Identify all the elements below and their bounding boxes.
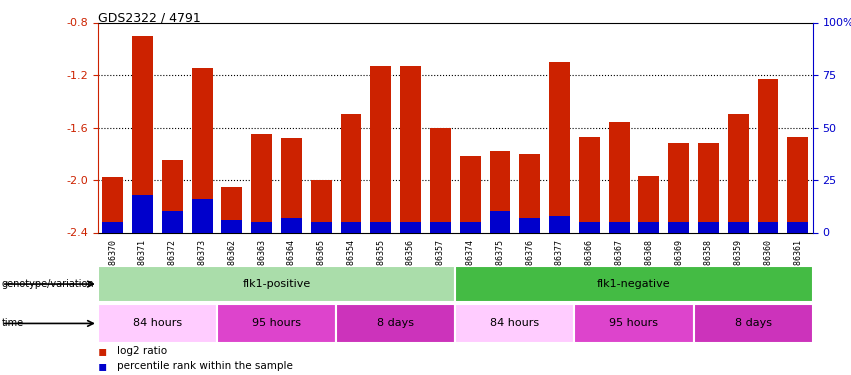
Text: ▪: ▪ [98,358,107,373]
Text: ▪: ▪ [98,344,107,358]
Bar [579,222,600,232]
Text: 8 days: 8 days [734,318,772,328]
Text: GDS2322 / 4791: GDS2322 / 4791 [98,11,201,24]
Bar [455,304,574,343]
Bar [370,222,391,232]
Bar [400,222,421,232]
Text: 8 days: 8 days [377,318,414,328]
Bar [98,266,455,302]
Bar [549,62,570,232]
Bar [281,218,302,232]
Bar [757,79,779,232]
Text: log2 ratio: log2 ratio [117,346,167,355]
Text: genotype/variation: genotype/variation [2,279,94,289]
Text: 95 hours: 95 hours [252,318,301,328]
Text: 84 hours: 84 hours [490,318,540,328]
Bar [340,222,362,232]
Bar [549,216,570,232]
Text: time: time [2,318,24,328]
Bar [162,211,183,232]
Bar [191,68,213,232]
Bar [336,304,455,343]
Bar [489,211,511,232]
Text: 84 hours: 84 hours [133,318,182,328]
Text: percentile rank within the sample: percentile rank within the sample [117,361,293,370]
Bar [668,222,689,232]
Bar [519,154,540,232]
Bar [311,222,332,232]
Bar [132,195,153,232]
Text: flk1-positive: flk1-positive [243,279,311,289]
Bar [370,66,391,232]
Bar [728,114,749,232]
Bar [608,122,630,232]
Bar [400,66,421,232]
Bar [787,222,808,232]
Bar [698,143,719,232]
Bar [102,177,123,232]
Bar [519,218,540,232]
Bar [340,114,362,232]
Bar [430,222,451,232]
Text: flk1-negative: flk1-negative [597,279,671,289]
Bar [489,151,511,232]
Bar [217,304,336,343]
Bar [162,160,183,232]
Bar [460,222,481,232]
Bar [757,222,779,232]
Bar [698,222,719,232]
Bar [638,222,660,232]
Bar [638,176,660,232]
Bar [98,304,217,343]
Bar [460,156,481,232]
Bar [221,187,243,232]
Bar [579,137,600,232]
Bar [102,222,123,232]
Bar [191,199,213,232]
Bar [430,128,451,232]
Bar [221,220,243,232]
Bar [574,304,694,343]
Bar [132,36,153,232]
Bar [694,304,813,343]
Bar [455,266,813,302]
Bar [281,138,302,232]
Text: 95 hours: 95 hours [609,318,659,328]
Bar [311,180,332,232]
Bar [251,134,272,232]
Bar [668,143,689,232]
Bar [728,222,749,232]
Bar [787,137,808,232]
Bar [251,222,272,232]
Bar [608,222,630,232]
